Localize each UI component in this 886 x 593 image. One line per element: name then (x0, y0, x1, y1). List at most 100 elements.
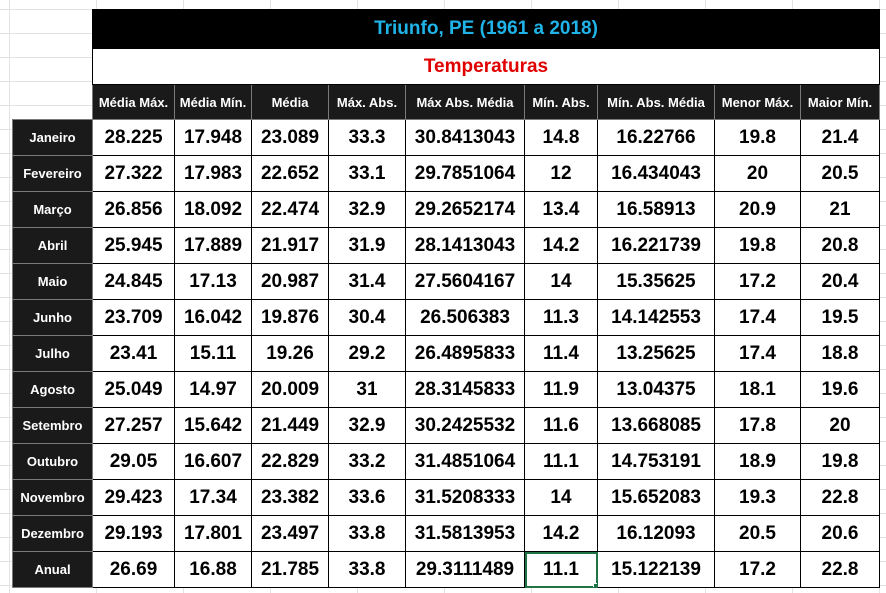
value-cell[interactable]: 23.382 (251, 479, 329, 516)
value-cell[interactable]: 20.4 (800, 263, 880, 300)
value-cell[interactable]: 14.2 (524, 227, 598, 264)
value-cell[interactable]: 16.607 (174, 443, 252, 480)
value-cell[interactable]: 11.1 (524, 443, 598, 480)
value-cell[interactable]: 11.9 (524, 371, 598, 408)
row-label[interactable]: Anual (12, 551, 93, 588)
value-cell[interactable]: 13.668085 (597, 407, 715, 444)
row-label[interactable]: Fevereiro (12, 155, 93, 192)
value-cell[interactable]: 17.13 (174, 263, 252, 300)
value-cell[interactable]: 14.97 (174, 371, 252, 408)
value-cell[interactable]: 23.41 (92, 335, 175, 372)
value-cell[interactable]: 17.983 (174, 155, 252, 192)
value-cell[interactable]: 33.8 (328, 515, 406, 552)
value-cell[interactable]: 29.2652174 (405, 191, 525, 228)
value-cell[interactable]: 30.2425532 (405, 407, 525, 444)
value-cell[interactable]: 20.6 (800, 515, 880, 552)
value-cell[interactable]: 20.8 (800, 227, 880, 264)
value-cell[interactable]: 23.089 (251, 119, 329, 156)
column-header[interactable]: Média Mín. (174, 84, 252, 120)
value-cell[interactable]: 23.709 (92, 299, 175, 336)
value-cell[interactable]: 21.917 (251, 227, 329, 264)
value-cell[interactable]: 26.506383 (405, 299, 525, 336)
value-cell[interactable]: 17.8 (714, 407, 801, 444)
selected-cell[interactable]: 11.1 (524, 551, 598, 588)
value-cell[interactable]: 29.05 (92, 443, 175, 480)
value-cell[interactable]: 16.434043 (597, 155, 715, 192)
value-cell[interactable]: 16.221739 (597, 227, 715, 264)
row-label[interactable]: Abril (12, 227, 93, 264)
value-cell[interactable]: 17.4 (714, 335, 801, 372)
value-cell[interactable]: 20.987 (251, 263, 329, 300)
row-label[interactable]: Maio (12, 263, 93, 300)
value-cell[interactable]: 20 (714, 155, 801, 192)
value-cell[interactable]: 22.652 (251, 155, 329, 192)
value-cell[interactable]: 24.845 (92, 263, 175, 300)
value-cell[interactable]: 18.092 (174, 191, 252, 228)
value-cell[interactable]: 15.642 (174, 407, 252, 444)
value-cell[interactable]: 19.6 (800, 371, 880, 408)
value-cell[interactable]: 19.8 (714, 227, 801, 264)
empty-corner[interactable] (13, 49, 93, 85)
value-cell[interactable]: 14 (524, 479, 598, 516)
value-cell[interactable]: 18.9 (714, 443, 801, 480)
value-cell[interactable]: 11.4 (524, 335, 598, 372)
value-cell[interactable]: 29.7851064 (405, 155, 525, 192)
value-cell[interactable]: 20.5 (800, 155, 880, 192)
value-cell[interactable]: 27.322 (92, 155, 175, 192)
value-cell[interactable]: 16.22766 (597, 119, 715, 156)
value-cell[interactable]: 17.2 (714, 551, 801, 588)
value-cell[interactable]: 17.34 (174, 479, 252, 516)
value-cell[interactable]: 23.497 (251, 515, 329, 552)
value-cell[interactable]: 19.5 (800, 299, 880, 336)
row-label[interactable]: Março (12, 191, 93, 228)
value-cell[interactable]: 15.652083 (597, 479, 715, 516)
value-cell[interactable]: 33.2 (328, 443, 406, 480)
value-cell[interactable]: 18.8 (800, 335, 880, 372)
row-label[interactable]: Agosto (12, 371, 93, 408)
value-cell[interactable]: 13.25625 (597, 335, 715, 372)
column-header[interactable]: Mín. Abs. Média (597, 84, 715, 120)
value-cell[interactable]: 32.9 (328, 407, 406, 444)
value-cell[interactable]: 29.3111489 (405, 551, 525, 588)
value-cell[interactable]: 29.2 (328, 335, 406, 372)
column-header[interactable]: Máx. Abs. (328, 84, 406, 120)
value-cell[interactable]: 12 (524, 155, 598, 192)
table-title[interactable]: Triunfo, PE (1961 a 2018) (92, 9, 880, 49)
value-cell[interactable]: 21.4 (800, 119, 880, 156)
value-cell[interactable]: 31 (328, 371, 406, 408)
row-label[interactable]: Setembro (12, 407, 93, 444)
value-cell[interactable]: 20.5 (714, 515, 801, 552)
column-header[interactable]: Máx Abs. Média (405, 84, 525, 120)
value-cell[interactable]: 31.9 (328, 227, 406, 264)
value-cell[interactable]: 17.889 (174, 227, 252, 264)
value-cell[interactable]: 16.042 (174, 299, 252, 336)
value-cell[interactable]: 14 (524, 263, 598, 300)
value-cell[interactable]: 15.11 (174, 335, 252, 372)
value-cell[interactable]: 32.9 (328, 191, 406, 228)
value-cell[interactable]: 28.3145833 (405, 371, 525, 408)
column-header[interactable]: Maior Mín. (800, 84, 880, 120)
value-cell[interactable]: 17.4 (714, 299, 801, 336)
value-cell[interactable]: 14.2 (524, 515, 598, 552)
value-cell[interactable]: 19.8 (714, 119, 801, 156)
value-cell[interactable]: 20.009 (251, 371, 329, 408)
value-cell[interactable]: 27.257 (92, 407, 175, 444)
value-cell[interactable]: 33.1 (328, 155, 406, 192)
column-header[interactable]: Menor Máx. (714, 84, 801, 120)
row-label[interactable]: Julho (12, 335, 93, 372)
value-cell[interactable]: 13.4 (524, 191, 598, 228)
value-cell[interactable]: 16.12093 (597, 515, 715, 552)
value-cell[interactable]: 19.8 (800, 443, 880, 480)
value-cell[interactable]: 19.3 (714, 479, 801, 516)
value-cell[interactable]: 25.945 (92, 227, 175, 264)
row-label[interactable]: Janeiro (12, 119, 93, 156)
value-cell[interactable]: 18.1 (714, 371, 801, 408)
value-cell[interactable]: 14.8 (524, 119, 598, 156)
value-cell[interactable]: 11.6 (524, 407, 598, 444)
value-cell[interactable]: 13.04375 (597, 371, 715, 408)
value-cell[interactable]: 33.6 (328, 479, 406, 516)
value-cell[interactable]: 29.423 (92, 479, 175, 516)
row-label[interactable]: Novembro (12, 479, 93, 516)
value-cell[interactable]: 31.5208333 (405, 479, 525, 516)
value-cell[interactable]: 11.3 (524, 299, 598, 336)
